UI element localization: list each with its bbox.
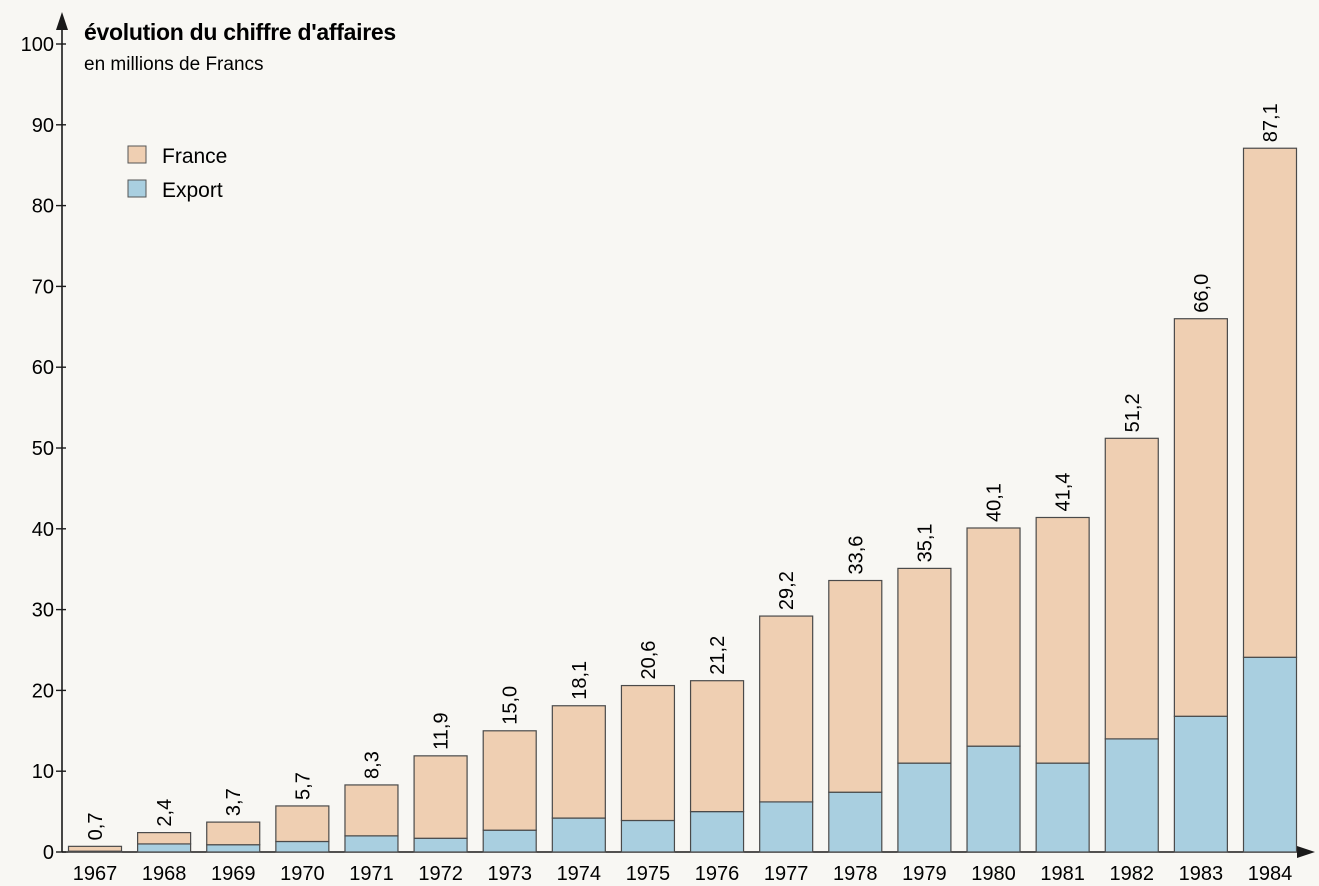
bar-france-1983: [1173, 318, 1228, 717]
x-tick-label: 1972: [418, 863, 463, 885]
data-label-total: 41,4: [1053, 473, 1075, 512]
bar-france-1975: [620, 684, 676, 822]
bar-france-1976: [689, 680, 745, 813]
chart-title: évolution du chiffre d'affaires: [84, 19, 396, 45]
y-tick-label: 90: [32, 115, 54, 137]
x-tick-label: 1978: [833, 863, 878, 885]
x-tick-label: 1979: [902, 863, 947, 885]
bar-france-1977: [759, 615, 814, 803]
data-label-total: 11,9: [431, 712, 453, 749]
bar-france-1978: [828, 579, 883, 793]
bar-export-1984: [1242, 656, 1298, 853]
y-tick-label: 30: [32, 600, 54, 622]
legend: France Export: [127, 145, 227, 202]
y-tick-label: 0: [43, 842, 54, 864]
data-label-total: 29,2: [776, 571, 798, 610]
legend-item-export: Export: [127, 179, 223, 202]
bar-export-1981: [1035, 762, 1090, 853]
x-tick-label: 1970: [280, 863, 325, 885]
bar-france-1980: [966, 527, 1021, 747]
chart-subtitle: en millions de Francs: [84, 54, 264, 75]
bar-export-1983: [1173, 715, 1228, 853]
legend-swatch-export: [127, 179, 147, 198]
bar-france-1971: [344, 784, 399, 837]
data-label-total: 66,0: [1191, 274, 1213, 313]
bars-group: [67, 147, 1298, 853]
data-label-total: 15,0: [500, 686, 522, 725]
data-label-total: 18,1: [569, 661, 591, 700]
bar-export-1979: [897, 762, 952, 853]
bar-export-1969: [206, 844, 261, 853]
bar-export-1977: [759, 801, 814, 853]
legend-item-france: France: [127, 145, 227, 168]
x-tick-label: 1980: [971, 863, 1016, 885]
x-tick-label: 1969: [211, 863, 256, 885]
legend-label-france: France: [162, 145, 227, 168]
y-axis-ticks: 0 10 20 30 40 50 60 70 80 90 100: [21, 34, 66, 864]
bar-export-1972: [413, 837, 468, 853]
bar-export-1975: [620, 819, 676, 853]
x-tick-label: 1971: [349, 863, 394, 885]
bar-export-1970: [275, 840, 330, 853]
x-axis-arrowhead: [1297, 846, 1315, 858]
legend-swatch-france: [127, 145, 147, 164]
y-axis-arrowhead: [56, 12, 68, 30]
y-tick-label: 70: [32, 276, 54, 298]
data-label-total: 51,2: [1122, 393, 1144, 432]
y-tick-label: 60: [32, 357, 54, 379]
bar-france-1973: [482, 730, 537, 831]
x-tick-label: 1968: [142, 863, 187, 885]
bar-france-1979: [897, 567, 952, 764]
y-tick-label: 20: [32, 680, 54, 702]
y-tick-label: 10: [32, 761, 54, 783]
x-tick-label: 1975: [626, 863, 671, 885]
bar-france-1969: [206, 821, 261, 846]
bar-france-1970: [275, 805, 330, 843]
y-tick-label: 80: [32, 196, 54, 218]
bar-export-1971: [344, 835, 399, 853]
bar-france-1984: [1242, 147, 1298, 658]
x-tick-label: 1984: [1248, 863, 1293, 885]
x-tick-label: 1974: [557, 863, 602, 885]
data-label-total: 40,1: [984, 483, 1006, 522]
x-tick-label: 1977: [764, 863, 809, 885]
data-label-total: 0,7: [85, 813, 107, 841]
data-label-total: 2,4: [154, 799, 176, 827]
bar-france-1982: [1104, 437, 1159, 740]
data-label-total: 35,1: [914, 523, 936, 562]
x-tick-label: 1981: [1040, 863, 1085, 885]
bar-export-1980: [966, 745, 1021, 853]
y-tick-label: 40: [32, 519, 54, 541]
chart-axes: [56, 12, 1315, 858]
bar-france-1981: [1035, 516, 1090, 764]
bar-export-1968: [137, 843, 192, 853]
bar-france-1972: [413, 755, 468, 839]
bar-export-1976: [689, 810, 745, 853]
bar-france-1967: [67, 845, 123, 852]
bar-export-1973: [482, 829, 537, 853]
data-label-total: 5,7: [292, 772, 314, 800]
bar-france-1968: [137, 832, 192, 845]
data-label-total: 3,7: [223, 788, 245, 816]
x-tick-label: 1967: [73, 863, 118, 885]
data-label-total: 8,3: [361, 751, 383, 779]
bar-export-1978: [828, 791, 883, 853]
x-tick-label: 1973: [487, 863, 532, 885]
data-label-total: 20,6: [638, 641, 660, 680]
bar-export-1982: [1104, 738, 1159, 853]
legend-label-export: Export: [162, 179, 223, 202]
y-tick-label: 100: [21, 34, 54, 56]
labels-group: 1967 0,7 1968 2,4 1969 3,7 1970 5,7 1971 8,3 1972 1…: [73, 103, 1293, 885]
bar-export-1974: [551, 817, 606, 853]
data-label-total: 87,1: [1260, 103, 1282, 142]
bar-france-1974: [551, 705, 606, 819]
x-tick-label: 1976: [695, 863, 740, 885]
x-tick-label: 1983: [1179, 863, 1224, 885]
x-tick-label: 1982: [1110, 863, 1155, 885]
data-label-total: 33,6: [845, 536, 867, 575]
y-tick-label: 50: [32, 438, 54, 460]
data-label-total: 21,2: [707, 636, 729, 675]
